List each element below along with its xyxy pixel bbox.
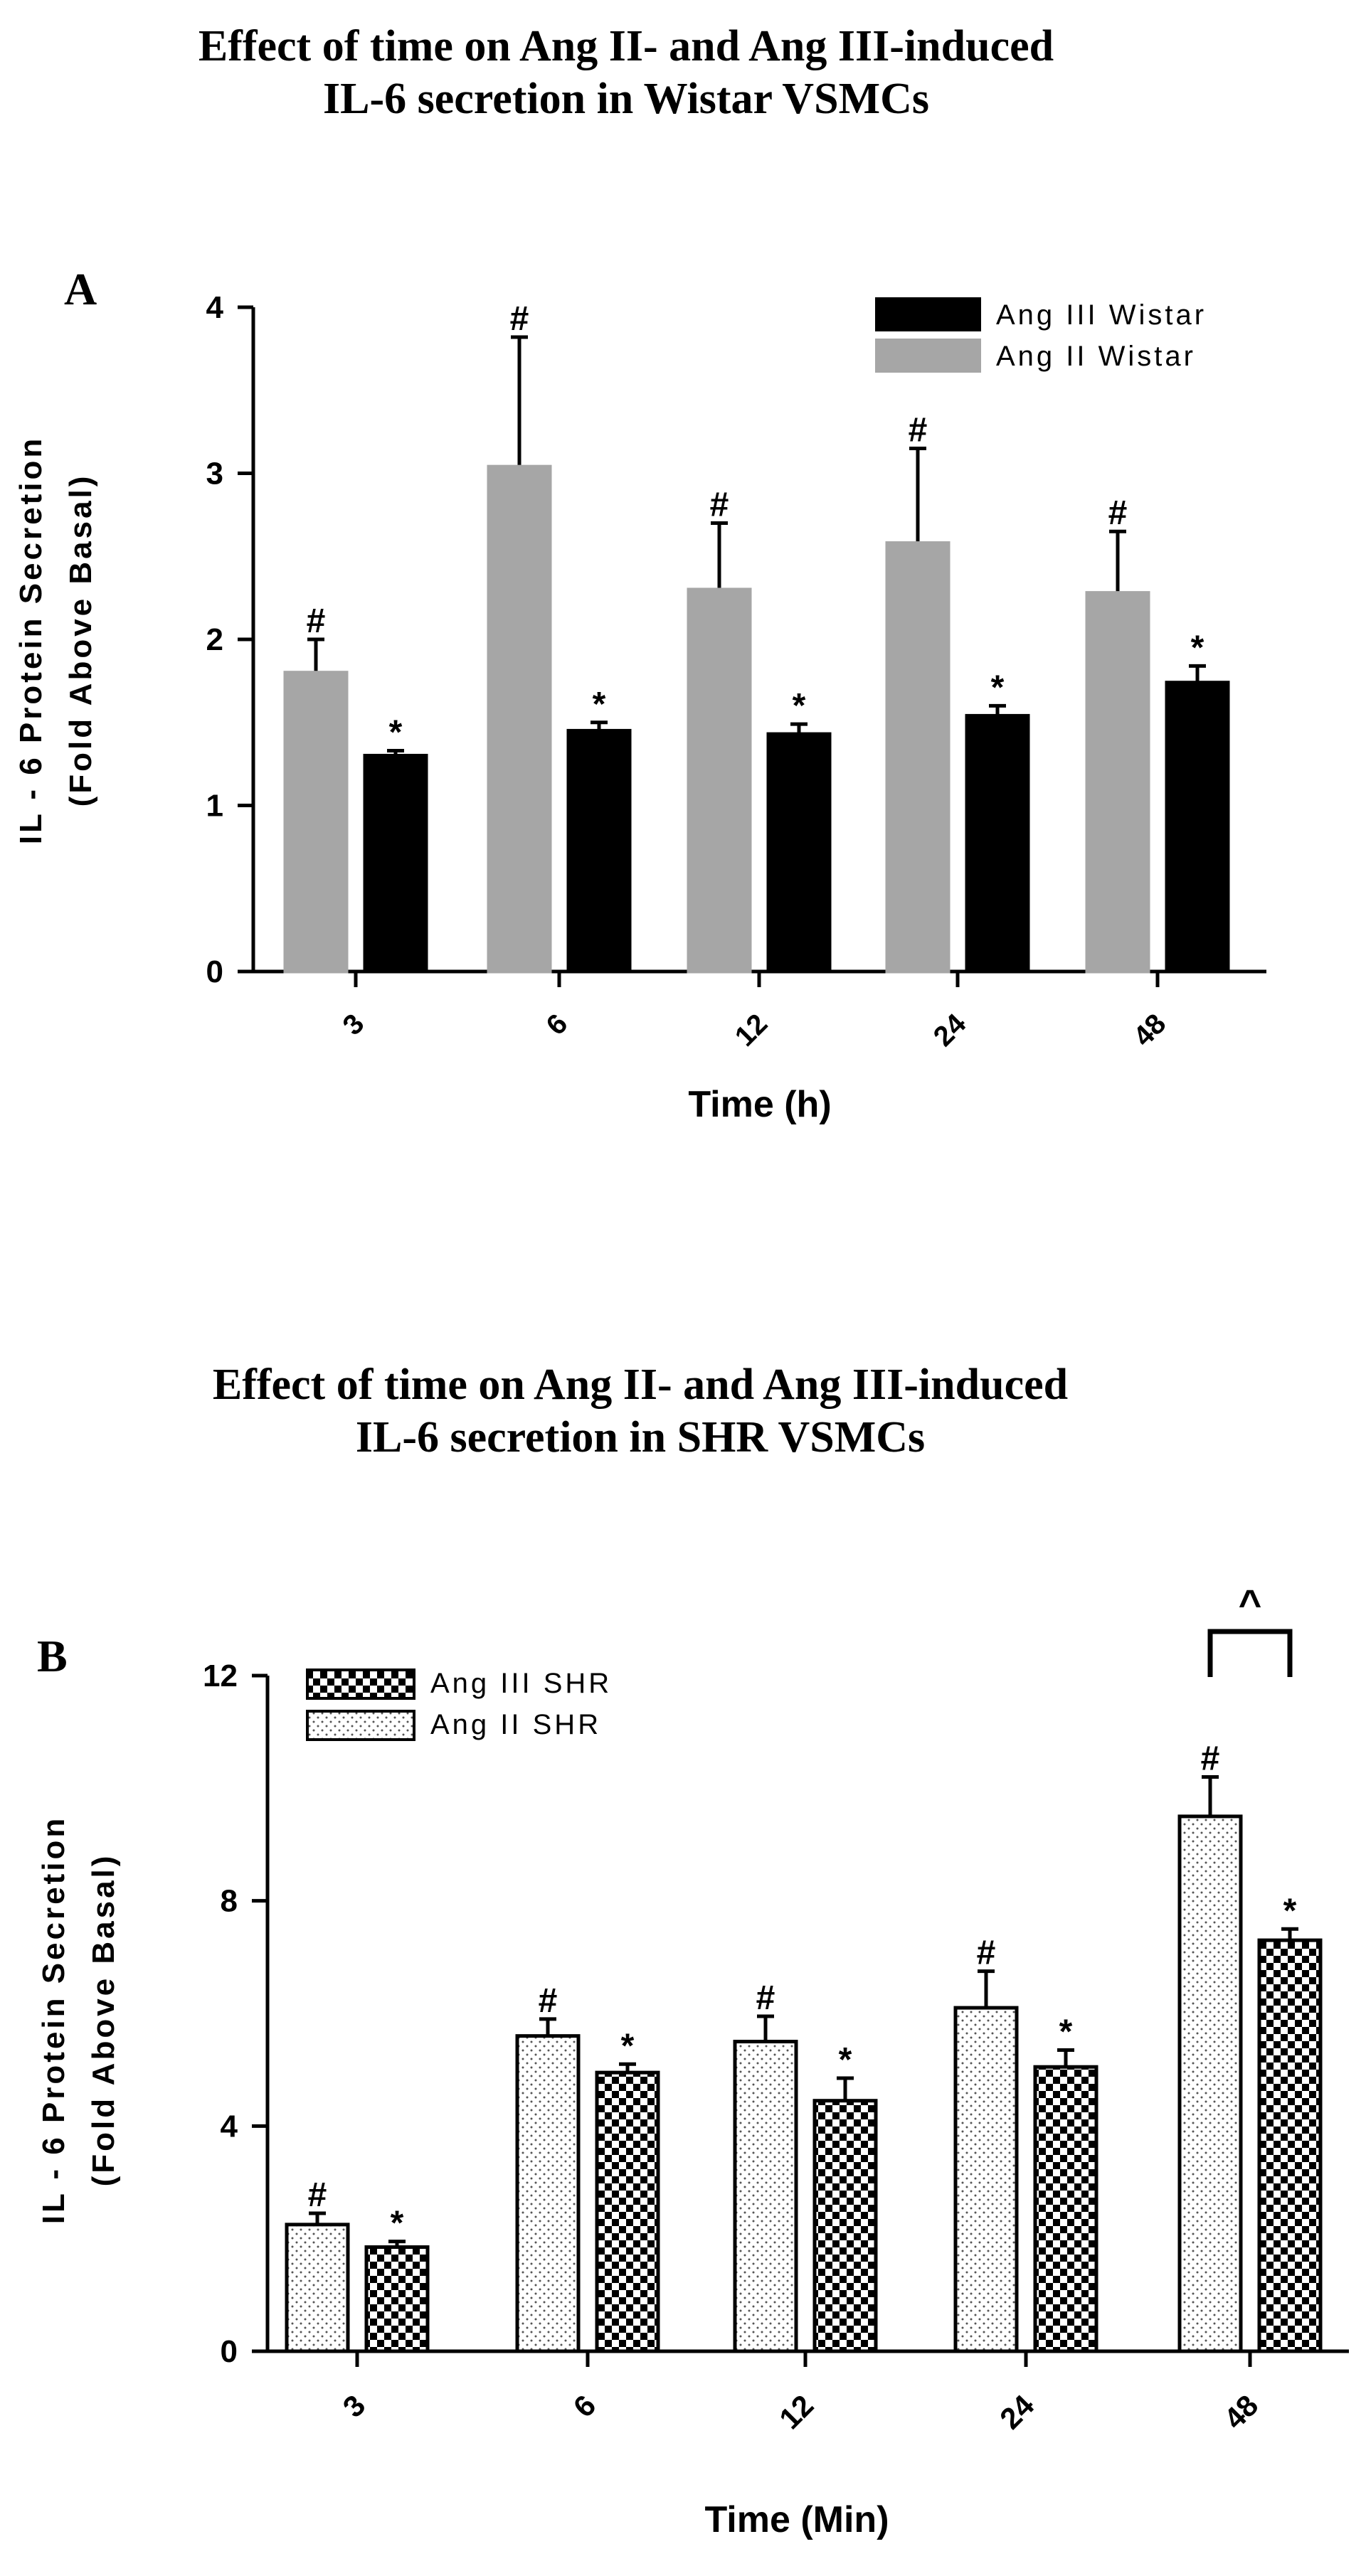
bar-ang-ii-shr-12 — [733, 2040, 798, 2353]
significance-mark-ang-iii-shr-24: * — [1059, 2013, 1073, 2050]
panel-b-title-line-1: Effect of time on Ang II- and Ang III-in… — [212, 1361, 1069, 1409]
significance-mark-ang-iii-wistar-3: * — [389, 713, 403, 751]
significance-mark-ang-iii-shr-12: * — [839, 2041, 852, 2079]
x-tick-label-12: 12 — [729, 1008, 774, 1053]
bar-ang-iii-wistar-6 — [566, 728, 632, 974]
significance-mark-ang-ii-wistar-6: # — [510, 300, 529, 338]
y-axis-label-line-2: (Fold Above Basal) — [63, 474, 98, 807]
x-axis-label: Time (h) — [688, 1084, 831, 1125]
panel-a-letter: A — [64, 264, 97, 314]
y-tick-label: 3 — [206, 457, 223, 491]
x-tick-label-6: 6 — [567, 2388, 603, 2424]
x-tick-label-6: 6 — [541, 1008, 574, 1041]
significance-mark-ang-iii-wistar-6: * — [593, 686, 606, 723]
panel-b-title-line-2: IL-6 secretion in SHR VSMCs — [355, 1413, 926, 1462]
y-tick-label: 4 — [206, 290, 224, 325]
panel-a-title-line-1: Effect of time on Ang II- and Ang III-in… — [198, 22, 1054, 70]
x-tick-label-12: 12 — [773, 2388, 820, 2435]
significance-mark-ang-ii-wistar-3: # — [307, 602, 326, 640]
significance-mark-ang-iii-wistar-24: * — [991, 669, 1005, 706]
bar-ang-iii-wistar-48 — [1165, 681, 1230, 974]
bar-ang-iii-shr-24 — [1033, 2065, 1098, 2353]
significance-mark-ang-iii-wistar-12: * — [793, 687, 806, 725]
legend-label-ang-ii-wistar: Ang II Wistar — [996, 341, 1196, 372]
y-tick-label: 0 — [206, 954, 223, 989]
y-axis-label-line-1: IL - 6 Protein Secretion — [14, 436, 48, 844]
bar-ang-iii-shr-3 — [364, 2245, 430, 2353]
significance-mark-ang-ii-shr-48: # — [1201, 1740, 1220, 1778]
significance-mark-ang-ii-wistar-48: # — [1108, 494, 1128, 532]
bar-ang-ii-wistar-24 — [885, 541, 951, 974]
bar-ang-ii-wistar-6 — [487, 464, 552, 974]
significance-mark-ang-ii-shr-6: # — [539, 1982, 558, 2020]
x-tick-label-24: 24 — [993, 2388, 1041, 2436]
significance-mark-ang-iii-shr-48: * — [1283, 1892, 1297, 1930]
bar-ang-ii-wistar-48 — [1085, 591, 1150, 974]
significance-mark-ang-ii-wistar-12: # — [710, 486, 729, 524]
bar-ang-iii-shr-12 — [812, 2099, 878, 2353]
x-tick-label-48: 48 — [1217, 2388, 1264, 2435]
significance-mark-ang-iii-shr-6: * — [621, 2027, 635, 2065]
y-tick-label: 1 — [206, 789, 223, 824]
legend-swatch-ang-ii-shr — [306, 1710, 415, 1741]
significance-mark-ang-ii-shr-3: # — [308, 2176, 327, 2214]
bar-ang-ii-shr-6 — [515, 2034, 581, 2353]
panel-a-title: Effect of time on Ang II- and Ang III-in… — [0, 20, 1309, 125]
y-tick-label: 2 — [206, 622, 223, 657]
legend-label-ang-iii-shr: Ang III SHR — [430, 1668, 612, 1699]
comparison-bracket-label: ^ — [1239, 1581, 1262, 1626]
legend-swatch-ang-iii-wistar — [875, 297, 981, 331]
y-tick-label: 8 — [221, 1884, 238, 1919]
x-tick-label-3: 3 — [337, 1008, 371, 1041]
y-tick-label: 4 — [221, 2109, 238, 2144]
comparison-bracket — [1207, 1629, 1293, 1677]
x-tick-label-24: 24 — [928, 1008, 973, 1053]
x-tick-label-48: 48 — [1128, 1008, 1172, 1053]
panel-b-title: Effect of time on Ang II- and Ang III-in… — [0, 1358, 1323, 1464]
y-axis-label-line-1: IL - 6 Protein Secretion — [36, 1816, 71, 2224]
bar-ang-iii-wistar-12 — [766, 732, 832, 974]
significance-mark-ang-iii-shr-3: * — [391, 2205, 404, 2242]
bar-ang-iii-wistar-3 — [363, 753, 428, 974]
significance-mark-ang-ii-shr-12: # — [756, 1979, 775, 2017]
bar-ang-iii-shr-6 — [595, 2070, 660, 2353]
bar-ang-ii-shr-48 — [1177, 1814, 1243, 2353]
significance-mark-ang-ii-shr-24: # — [977, 1934, 996, 1972]
bar-ang-ii-shr-24 — [953, 2006, 1019, 2353]
x-tick-label-3: 3 — [337, 2388, 372, 2424]
legend-swatch-ang-ii-wistar — [875, 339, 981, 373]
panel-a-title-line-2: IL-6 secretion in Wistar VSMCs — [323, 75, 929, 123]
bar-ang-ii-wistar-12 — [687, 587, 752, 974]
bar-ang-ii-shr-3 — [285, 2223, 350, 2353]
bar-ang-ii-wistar-3 — [283, 671, 349, 974]
x-axis-label: Time (Min) — [704, 2499, 889, 2540]
legend-label-ang-iii-wistar: Ang III Wistar — [996, 299, 1207, 331]
bar-ang-iii-wistar-24 — [965, 713, 1030, 974]
significance-mark-ang-ii-wistar-24: # — [909, 411, 928, 449]
y-tick-label: 12 — [203, 1659, 238, 1693]
panel-b-letter: B — [37, 1631, 68, 1681]
significance-mark-ang-iii-wistar-48: * — [1191, 629, 1204, 666]
y-axis-label-line-2: (Fold Above Basal) — [86, 1853, 121, 2187]
bar-ang-iii-shr-48 — [1257, 1938, 1323, 2353]
legend-swatch-ang-iii-shr — [306, 1668, 415, 1700]
y-tick-label: 0 — [221, 2334, 238, 2369]
legend-label-ang-ii-shr: Ang II SHR — [430, 1709, 601, 1740]
